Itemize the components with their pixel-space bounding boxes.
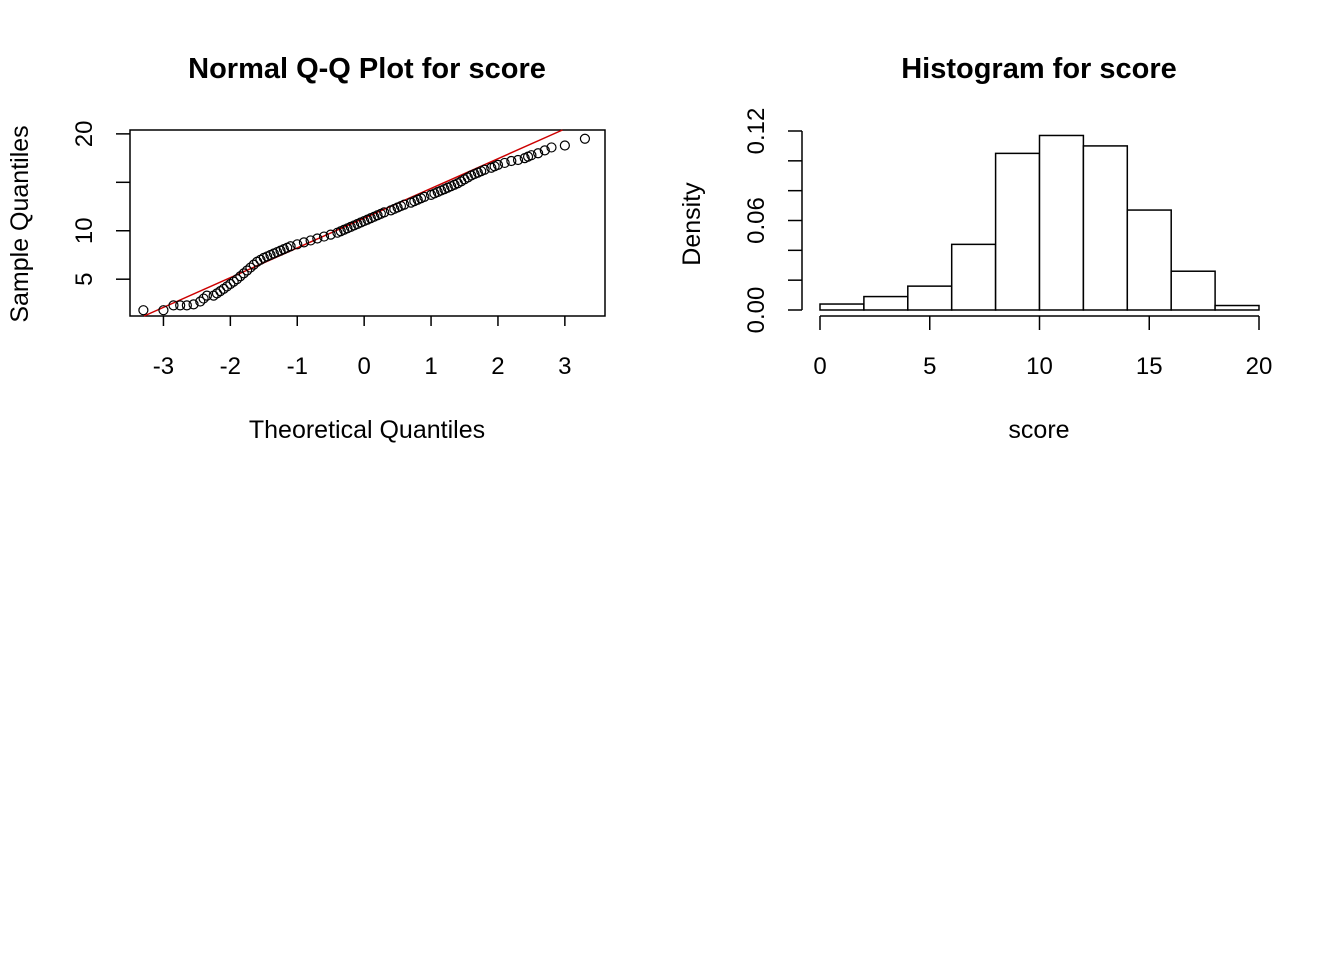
qq-plot: Normal Q-Q Plot for score Theoretical Qu… — [6, 53, 606, 444]
hist-x-tick-label: 5 — [923, 353, 936, 380]
hist-y-label: Density — [678, 182, 706, 266]
qq-point — [539, 145, 550, 156]
qq-point — [312, 233, 323, 244]
hist-bar — [950, 243, 997, 311]
hist-bar — [1214, 304, 1260, 311]
qq-point — [532, 148, 544, 159]
qq-point — [506, 155, 517, 167]
qq-point — [298, 237, 310, 248]
qq-point — [248, 259, 259, 270]
qq-point — [221, 281, 233, 292]
hist-bar — [1038, 134, 1085, 311]
qq-plot-box — [129, 129, 606, 317]
qq-point — [526, 150, 537, 161]
qq-point — [546, 142, 557, 153]
qq-point — [292, 239, 303, 250]
qq-point — [559, 140, 570, 151]
qq-point — [499, 157, 510, 169]
qq-point — [188, 299, 199, 310]
qq-point — [231, 274, 243, 285]
qq-x-tick-label: 1 — [424, 353, 437, 380]
qq-y-label: Sample Quantiles — [6, 125, 34, 322]
qq-x-tick-label: 3 — [558, 353, 571, 380]
qq-point — [512, 154, 524, 166]
hist-bar — [907, 285, 953, 311]
hist-x-tick-label: 10 — [1026, 353, 1053, 380]
qq-x-tick-label: -3 — [153, 353, 174, 380]
qq-title: Normal Q-Q Plot for score — [188, 53, 546, 85]
hist-bar — [1126, 209, 1172, 311]
qq-point — [285, 241, 296, 252]
hist-x-tick-label: 15 — [1136, 353, 1163, 380]
qq-point — [235, 271, 246, 282]
qq-point — [419, 191, 430, 202]
qq-point — [201, 290, 213, 301]
qq-point — [228, 276, 239, 287]
qq-y-tick-label: 20 — [71, 121, 98, 148]
hist-bar — [1082, 145, 1129, 311]
qq-point — [305, 235, 316, 246]
qq-point — [215, 286, 226, 297]
qq-point — [238, 268, 249, 279]
qq-point — [225, 278, 236, 290]
qq-x-tick-label: 2 — [491, 353, 504, 380]
qq-y-tick-label: 5 — [71, 273, 98, 286]
hist-title: Histogram for score — [901, 53, 1177, 85]
qq-point — [379, 207, 390, 218]
hist-x-tick-label: 20 — [1246, 353, 1273, 380]
qq-point — [218, 283, 229, 294]
qq-point — [175, 300, 186, 311]
hist-bar — [1170, 270, 1216, 311]
qq-point — [195, 296, 206, 307]
hist-x-label: score — [1008, 416, 1069, 444]
qq-point — [138, 305, 149, 316]
qq-point — [479, 164, 490, 175]
qq-x-label: Theoretical Quantiles — [249, 416, 485, 444]
qq-x-tick-label: 0 — [357, 353, 370, 380]
qq-x-tick-label: -1 — [287, 353, 308, 380]
qq-point — [158, 305, 169, 316]
qq-point — [318, 231, 330, 242]
hist-x-tick-label: 0 — [813, 353, 826, 380]
qq-point — [198, 293, 209, 304]
hist-y-tick-label: 0.00 — [743, 287, 770, 334]
qq-y-tick-label: 10 — [71, 217, 98, 244]
histogram: Histogram for score score Density 0 5 10 15… — [678, 53, 1272, 444]
hist-bar — [863, 295, 909, 311]
qq-point — [245, 262, 256, 273]
hist-bar — [994, 152, 1041, 311]
qq-point — [181, 300, 192, 311]
qq-point — [399, 199, 410, 210]
qq-point — [492, 159, 504, 170]
qq-point — [168, 300, 179, 311]
hist-y-tick-label: 0.06 — [743, 197, 770, 244]
qq-x-tick-label: -2 — [220, 353, 241, 380]
hist-y-tick-label: 0.12 — [743, 108, 770, 155]
qq-point — [241, 265, 253, 276]
qq-point — [579, 133, 591, 144]
hist-bar — [819, 303, 865, 311]
qq-point — [325, 229, 336, 240]
